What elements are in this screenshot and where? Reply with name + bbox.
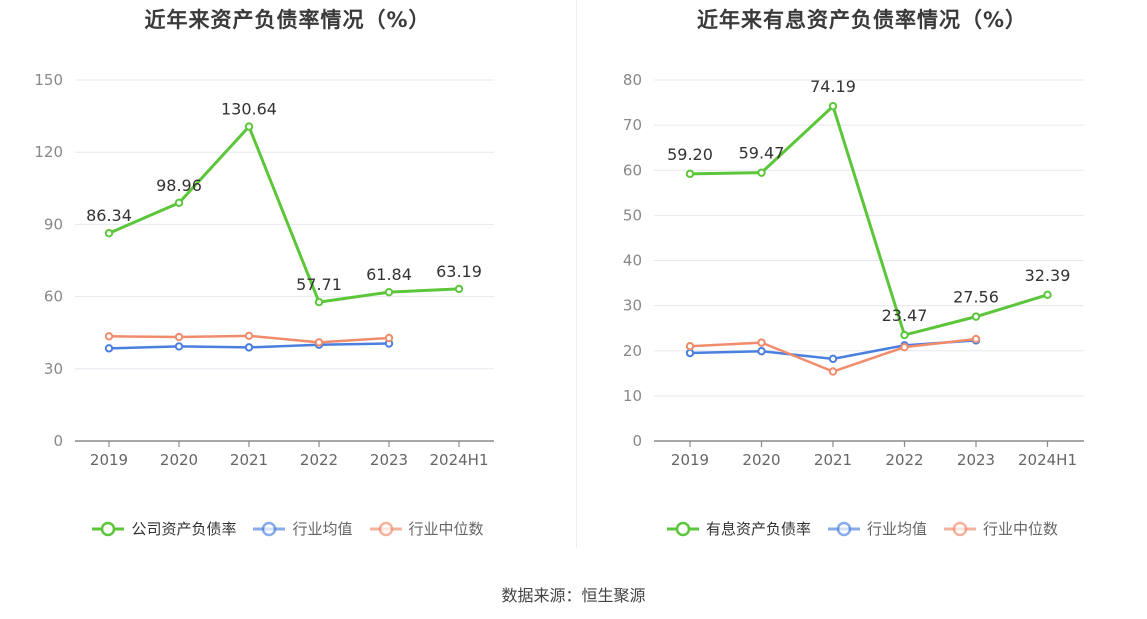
legend-line-marker-icon [253, 521, 286, 536]
y-tick-label: 10 [623, 387, 642, 405]
y-tick-label: 0 [632, 432, 642, 450]
y-tick-label: 70 [623, 116, 642, 134]
legend-line-marker-icon [666, 521, 699, 536]
legend-line-marker-icon [944, 521, 976, 536]
data-point[interactable] [454, 284, 464, 294]
legend-item[interactable]: 公司资产负债率 [91, 518, 236, 539]
panel-divider [576, 0, 577, 548]
y-tick-label: 40 [623, 252, 642, 270]
data-point[interactable] [971, 334, 981, 344]
data-point[interactable] [244, 343, 254, 352]
data-point[interactable] [174, 332, 184, 342]
legend-item[interactable]: 行业均值 [827, 518, 927, 539]
y-tick-label: 50 [623, 206, 642, 224]
y-tick-label: 150 [34, 71, 63, 89]
line-chart-debt-ratio: 0 30 60 90 120 150 2019 2020 2021 2022 2023 2024H1 8… [34, 71, 494, 469]
x-tick-label: 2024H1 [1018, 451, 1077, 469]
chart-title: 近年来有息资产负债率情况（%） [696, 8, 1028, 32]
data-point[interactable] [174, 342, 184, 351]
chart-panel-debt-ratio: 近年来资产负债率情况（%） 0 30 60 90 120 150 2019 2020 2021 2… [0, 0, 575, 560]
x-tick-label: 2020 [742, 451, 780, 469]
data-label: 27.56 [953, 288, 999, 307]
y-tick-label: 90 [44, 215, 63, 233]
y-tick-label: 120 [34, 143, 63, 161]
data-source-note: 数据来源：恒生聚源 [501, 586, 646, 605]
data-point[interactable] [104, 229, 114, 238]
data-label: 98.96 [156, 176, 202, 195]
data-label: 74.19 [810, 77, 856, 96]
data-label: 130.64 [221, 100, 277, 119]
data-point[interactable] [900, 330, 909, 340]
legend-label: 行业中位数 [983, 520, 1059, 538]
chart-legend: 有息资产负债率 行业均值 行业中位数 [577, 518, 1147, 539]
y-tick-label: 0 [53, 432, 63, 450]
data-point[interactable] [104, 344, 114, 353]
legend-item[interactable]: 行业中位数 [943, 518, 1058, 539]
line-chart-interest-debt-ratio: 0 10 20 30 40 50 60 70 80 2019 2020 2021 2022 2023 202… [623, 71, 1084, 469]
x-tick-label: 2022 [300, 451, 338, 469]
x-tick-label: 2019 [90, 451, 128, 469]
data-point[interactable] [900, 342, 909, 352]
data-point[interactable] [685, 342, 695, 351]
x-tick-label: 2021 [230, 451, 268, 469]
data-point[interactable] [757, 168, 766, 177]
data-point[interactable] [174, 198, 184, 208]
legend-item[interactable]: 有息资产负债率 [666, 518, 811, 539]
data-label: 32.39 [1025, 266, 1071, 285]
legend-item[interactable]: 行业中位数 [369, 518, 484, 539]
x-tick-label: 2023 [957, 451, 995, 469]
y-tick-label: 30 [623, 297, 642, 315]
x-tick-label: 2019 [671, 451, 709, 469]
legend-label: 行业均值 [866, 520, 927, 538]
y-tick-label: 20 [623, 342, 642, 360]
y-tick-label: 30 [44, 360, 63, 378]
data-point[interactable] [244, 122, 254, 131]
data-point[interactable] [104, 332, 114, 341]
legend-label: 行业均值 [292, 520, 353, 538]
data-point[interactable] [828, 102, 838, 111]
series-line [108, 125, 460, 304]
x-tick-label: 2023 [370, 451, 408, 469]
x-tick-label: 2021 [814, 451, 852, 469]
x-tick-label: 2022 [885, 451, 923, 469]
data-label: 59.47 [739, 144, 785, 163]
legend-line-marker-icon [92, 521, 125, 536]
legend-line-marker-icon [827, 521, 860, 536]
chart-panel-interest-debt-ratio: 近年来有息资产负债率情况（%） 0 10 20 30 40 50 60 70 80 2019 202… [577, 0, 1147, 560]
data-point[interactable] [244, 331, 254, 341]
data-point[interactable] [971, 312, 981, 321]
data-point[interactable] [384, 287, 394, 297]
data-point[interactable] [757, 347, 766, 356]
legend-label: 有息资产负债率 [705, 520, 811, 538]
legend-label: 行业中位数 [408, 520, 484, 538]
chart-legend: 公司资产负债率 行业均值 行业中位数 [0, 518, 575, 539]
y-tick-label: 80 [623, 71, 642, 89]
legend-line-marker-icon [369, 521, 402, 536]
data-point[interactable] [1043, 290, 1052, 300]
data-label: 57.71 [296, 275, 342, 294]
data-point[interactable] [685, 169, 695, 179]
y-tick-label: 60 [44, 288, 63, 306]
y-tick-label: 60 [623, 161, 642, 179]
x-tick-label: 2024H1 [430, 451, 489, 469]
chart-title: 近年来资产负债率情况（%） [144, 8, 431, 32]
data-point[interactable] [757, 338, 766, 347]
data-label: 59.20 [667, 145, 713, 164]
data-point[interactable] [828, 367, 838, 376]
data-label: 23.47 [882, 306, 928, 325]
data-point[interactable] [314, 338, 324, 347]
legend-label: 公司资产负债率 [131, 520, 237, 538]
data-point[interactable] [685, 348, 695, 358]
data-point[interactable] [828, 354, 838, 364]
legend-item[interactable]: 行业均值 [252, 518, 353, 539]
data-label: 61.84 [366, 265, 412, 284]
x-tick-label: 2020 [160, 451, 198, 469]
series-line [689, 104, 1048, 337]
data-label: 63.19 [436, 262, 482, 281]
data-label: 86.34 [86, 206, 132, 225]
data-point[interactable] [314, 297, 324, 307]
data-point[interactable] [384, 333, 394, 343]
